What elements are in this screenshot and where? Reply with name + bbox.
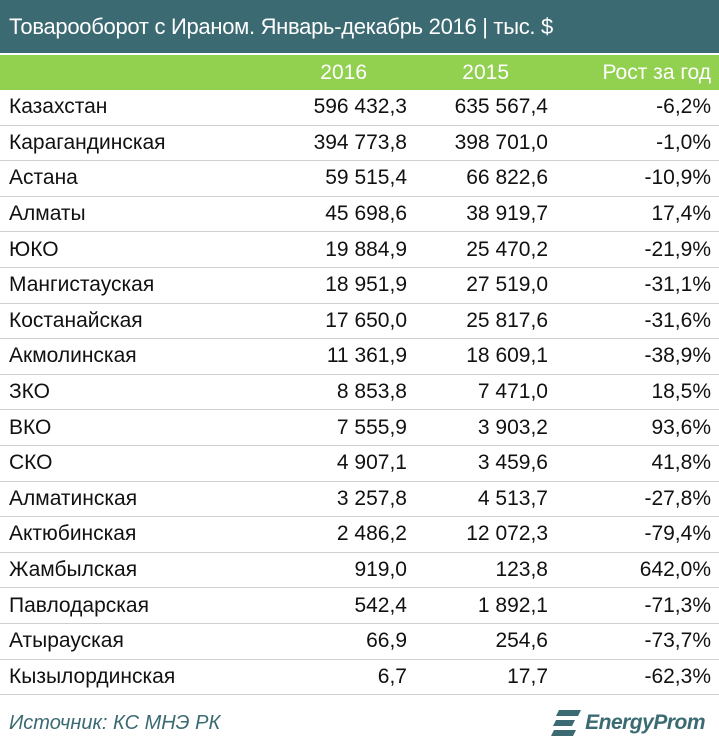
table-row: ВКО 7 555,9 3 903,2 93,6% xyxy=(0,410,719,446)
region-name: ЗКО xyxy=(9,380,51,404)
growth-value: 41,8% xyxy=(651,451,711,475)
value-2016: 11 361,9 xyxy=(326,344,407,368)
value-2015: 27 519,0 xyxy=(466,273,548,297)
logo-text: EnergyProm xyxy=(585,711,705,734)
value-2016: 66,9 xyxy=(366,629,407,653)
energyprom-logo: EnergyProm xyxy=(551,710,705,736)
growth-value: -6,2% xyxy=(656,95,711,119)
growth-value: -79,4% xyxy=(644,522,711,546)
value-2015: 17,7 xyxy=(507,664,548,688)
value-2016: 394 773,8 xyxy=(313,130,407,154)
growth-value: -71,3% xyxy=(644,593,711,617)
value-2016: 3 257,8 xyxy=(336,486,407,510)
table-row: Казахстан 596 432,3 635 567,4 -6,2% xyxy=(0,90,719,126)
region-name: СКО xyxy=(9,451,53,475)
growth-value: 93,6% xyxy=(651,415,711,439)
table-row: Алматы 45 698,6 38 919,7 17,4% xyxy=(0,197,719,233)
value-2015: 18 609,1 xyxy=(466,344,548,368)
region-name: Казахстан xyxy=(9,95,108,119)
growth-value: -10,9% xyxy=(644,166,711,190)
region-name: Павлодарская xyxy=(9,593,149,617)
growth-value: -31,1% xyxy=(644,273,711,297)
table-row: Акмолинская 11 361,9 18 609,1 -38,9% xyxy=(0,339,719,375)
value-2016: 8 853,8 xyxy=(336,380,407,404)
table-row: Павлодарская 542,4 1 892,1 -71,3% xyxy=(0,588,719,624)
value-2015: 12 072,3 xyxy=(466,522,548,546)
region-name: Жамбылская xyxy=(9,558,138,582)
table-row: СКО 4 907,1 3 459,6 41,8% xyxy=(0,446,719,482)
value-2016: 18 951,9 xyxy=(325,273,407,297)
region-name: Алматинская xyxy=(9,486,138,510)
value-2015: 123,8 xyxy=(495,558,548,582)
header-2015: 2015 xyxy=(462,60,509,84)
energyprom-logo-icon xyxy=(551,710,582,736)
value-2016: 596 432,3 xyxy=(313,95,407,119)
growth-value: -73,7% xyxy=(644,629,711,653)
value-2016: 919,0 xyxy=(354,558,407,582)
growth-value: 17,4% xyxy=(651,202,711,226)
growth-value: 642,0% xyxy=(639,558,711,582)
value-2015: 254,6 xyxy=(495,629,548,653)
value-2015: 66 822,6 xyxy=(466,166,548,190)
table-row: Алматинская 3 257,8 4 513,7 -27,8% xyxy=(0,482,719,518)
region-name: ЮКО xyxy=(9,237,59,261)
value-2015: 38 919,7 xyxy=(466,202,548,226)
table-row: ЮКО 19 884,9 25 470,2 -21,9% xyxy=(0,232,719,268)
value-2016: 542,4 xyxy=(354,593,407,617)
value-2016: 59 515,4 xyxy=(325,166,407,190)
value-2015: 398 701,0 xyxy=(454,130,548,154)
table-row: Карагандинская 394 773,8 398 701,0 -1,0% xyxy=(0,126,719,162)
growth-value: -27,8% xyxy=(644,486,711,510)
table-row: Костанайская 17 650,0 25 817,6 -31,6% xyxy=(0,304,719,340)
table-header-row: 2016 2015 Рост за год xyxy=(0,55,719,90)
source-note: Источник: КС МНЭ РК xyxy=(9,712,221,734)
table-row: Кызылординская 6,7 17,7 -62,3% xyxy=(0,660,719,696)
table-row: Атырауская 66,9 254,6 -73,7% xyxy=(0,624,719,660)
value-2015: 25 817,6 xyxy=(466,308,548,332)
growth-value: -31,6% xyxy=(644,308,711,332)
table-row: ЗКО 8 853,8 7 471,0 18,5% xyxy=(0,375,719,411)
growth-value: -21,9% xyxy=(644,237,711,261)
region-name: ВКО xyxy=(9,415,52,439)
region-name: Карагандинская xyxy=(9,130,166,154)
region-name: Костанайская xyxy=(9,308,143,332)
table-row: Мангистауская 18 951,9 27 519,0 -31,1% xyxy=(0,268,719,304)
value-2016: 17 650,0 xyxy=(325,308,407,332)
value-2016: 7 555,9 xyxy=(336,415,407,439)
value-2015: 25 470,2 xyxy=(466,237,548,261)
value-2016: 19 884,9 xyxy=(325,237,407,261)
table-title-bar: Товарооборот с Ираном. Январь-декабрь 20… xyxy=(0,0,719,53)
region-name: Мангистауская xyxy=(9,273,155,297)
growth-value: -1,0% xyxy=(656,130,711,154)
value-2015: 3 459,6 xyxy=(477,451,548,475)
growth-value: -62,3% xyxy=(644,664,711,688)
growth-value: 18,5% xyxy=(651,380,711,404)
header-growth: Рост за год xyxy=(602,60,711,84)
header-2016: 2016 xyxy=(320,60,367,84)
value-2015: 635 567,4 xyxy=(454,95,548,119)
region-name: Кызылординская xyxy=(9,664,176,688)
region-name: Актюбинская xyxy=(9,522,137,546)
value-2016: 45 698,6 xyxy=(325,202,407,226)
table-row: Жамбылская 919,0 123,8 642,0% xyxy=(0,553,719,589)
value-2016: 6,7 xyxy=(377,664,407,688)
region-name: Атырауская xyxy=(9,629,124,653)
region-name: Акмолинская xyxy=(9,344,137,368)
region-name: Астана xyxy=(9,166,78,190)
value-2016: 4 907,1 xyxy=(336,451,407,475)
value-2015: 7 471,0 xyxy=(477,380,548,404)
table-footer: Источник: КС МНЭ РК EnergyProm xyxy=(0,702,719,756)
table-body: Казахстан 596 432,3 635 567,4 -6,2% Караганд… xyxy=(0,90,719,696)
value-2015: 4 513,7 xyxy=(477,486,548,510)
growth-value: -38,9% xyxy=(644,344,711,368)
table-row: Актюбинская 2 486,2 12 072,3 -79,4% xyxy=(0,517,719,553)
table-row: Астана 59 515,4 66 822,6 -10,9% xyxy=(0,161,719,197)
region-name: Алматы xyxy=(9,202,86,226)
table-title: Товарооборот с Ираном. Январь-декабрь 20… xyxy=(9,13,553,39)
value-2015: 3 903,2 xyxy=(477,415,548,439)
value-2015: 1 892,1 xyxy=(477,593,548,617)
value-2016: 2 486,2 xyxy=(336,522,407,546)
